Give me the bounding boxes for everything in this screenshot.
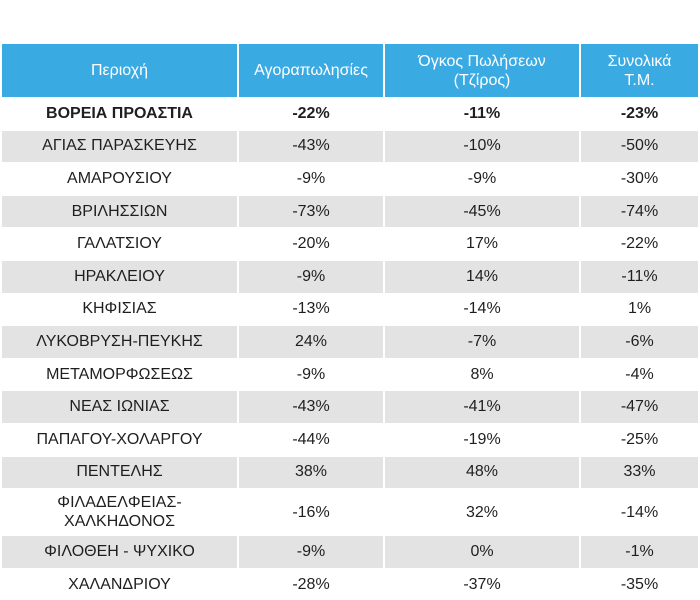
sales-cell: -9% bbox=[238, 536, 384, 569]
sales-cell: -28% bbox=[238, 568, 384, 600]
turnover-cell: -9% bbox=[384, 163, 580, 196]
total-sqm-cell: -25% bbox=[580, 423, 698, 456]
turnover-cell: -45% bbox=[384, 195, 580, 228]
total-sqm-cell: 1% bbox=[580, 293, 698, 326]
region-cell: ΗΡΑΚΛΕΙΟΥ bbox=[2, 260, 238, 293]
header-turnover: Όγκος Πωλήσεων (Τζίρος) bbox=[384, 44, 580, 98]
turnover-cell: -7% bbox=[384, 326, 580, 359]
table-header: Περιοχή Αγοραπωλησίες Όγκος Πωλήσεων (Τζ… bbox=[2, 44, 698, 98]
header-region: Περιοχή bbox=[2, 44, 238, 98]
total-sqm-cell: -4% bbox=[580, 358, 698, 391]
table-row: ΜΕΤΑΜΟΡΦΩΣΕΩΣ-9%8%-4% bbox=[2, 358, 698, 391]
total-sqm-cell: -14% bbox=[580, 489, 698, 536]
turnover-cell: 14% bbox=[384, 260, 580, 293]
region-cell: ΦΙΛΑΔΕΛΦΕΙΑΣ- ΧΑΛΚΗΔΟΝΟΣ bbox=[2, 489, 238, 536]
sales-cell: -9% bbox=[238, 358, 384, 391]
turnover-cell: 8% bbox=[384, 358, 580, 391]
sales-cell: -16% bbox=[238, 489, 384, 536]
sales-cell: -73% bbox=[238, 195, 384, 228]
total-sqm-cell: 33% bbox=[580, 456, 698, 489]
header-sales: Αγοραπωλησίες bbox=[238, 44, 384, 98]
total-sqm-cell: -11% bbox=[580, 260, 698, 293]
region-cell: ΓΑΛΑΤΣΙΟΥ bbox=[2, 228, 238, 261]
sales-cell: -13% bbox=[238, 293, 384, 326]
sales-cell: 24% bbox=[238, 326, 384, 359]
turnover-cell: 32% bbox=[384, 489, 580, 536]
region-cell: ΠΑΠΑΓΟΥ-ΧΟΛΑΡΓΟΥ bbox=[2, 423, 238, 456]
total-sqm-cell: -47% bbox=[580, 391, 698, 424]
total-sqm-cell: -30% bbox=[580, 163, 698, 196]
region-cell: ΝΕΑΣ ΙΩΝΙΑΣ bbox=[2, 391, 238, 424]
turnover-cell: -14% bbox=[384, 293, 580, 326]
region-cell: ΑΓΙΑΣ ΠΑΡΑΣΚΕΥΗΣ bbox=[2, 130, 238, 163]
table-row: ΚΗΦΙΣΙΑΣ-13%-14%1% bbox=[2, 293, 698, 326]
table-row: ΑΓΙΑΣ ΠΑΡΑΣΚΕΥΗΣ-43%-10%-50% bbox=[2, 130, 698, 163]
region-cell: ΠΕΝΤΕΛΗΣ bbox=[2, 456, 238, 489]
table-row: ΧΑΛΑΝΔΡΙΟΥ-28%-37%-35% bbox=[2, 568, 698, 600]
turnover-cell: 0% bbox=[384, 536, 580, 569]
sales-change-table: Περιοχή Αγοραπωλησίες Όγκος Πωλήσεων (Τζ… bbox=[2, 44, 698, 600]
turnover-cell: 48% bbox=[384, 456, 580, 489]
region-cell: ΦΙΛΟΘΕΗ - ΨΥΧΙΚΟ bbox=[2, 536, 238, 569]
turnover-cell: -41% bbox=[384, 391, 580, 424]
header-total-sqm: Συνολικά Τ.Μ. bbox=[580, 44, 698, 98]
table-body: ΒΟΡΕΙΑ ΠΡΟΑΣΤΙΑ-22%-11%-23%ΑΓΙΑΣ ΠΑΡΑΣΚΕ… bbox=[2, 98, 698, 600]
table-row: ΦΙΛΑΔΕΛΦΕΙΑΣ- ΧΑΛΚΗΔΟΝΟΣ-16%32%-14% bbox=[2, 489, 698, 536]
sales-cell: -43% bbox=[238, 391, 384, 424]
table-row: ΒΟΡΕΙΑ ΠΡΟΑΣΤΙΑ-22%-11%-23% bbox=[2, 98, 698, 131]
total-sqm-cell: -1% bbox=[580, 536, 698, 569]
sales-cell: -20% bbox=[238, 228, 384, 261]
header-row: Περιοχή Αγοραπωλησίες Όγκος Πωλήσεων (Τζ… bbox=[2, 44, 698, 98]
turnover-cell: -37% bbox=[384, 568, 580, 600]
sales-cell: 38% bbox=[238, 456, 384, 489]
turnover-cell: 17% bbox=[384, 228, 580, 261]
region-cell: ΧΑΛΑΝΔΡΙΟΥ bbox=[2, 568, 238, 600]
region-cell: ΜΕΤΑΜΟΡΦΩΣΕΩΣ bbox=[2, 358, 238, 391]
turnover-cell: -19% bbox=[384, 423, 580, 456]
table-row: ΝΕΑΣ ΙΩΝΙΑΣ-43%-41%-47% bbox=[2, 391, 698, 424]
region-cell: ΒΟΡΕΙΑ ΠΡΟΑΣΤΙΑ bbox=[2, 98, 238, 131]
table-row: ΓΑΛΑΤΣΙΟΥ-20%17%-22% bbox=[2, 228, 698, 261]
sales-cell: -9% bbox=[238, 260, 384, 293]
total-sqm-cell: -23% bbox=[580, 98, 698, 131]
total-sqm-cell: -6% bbox=[580, 326, 698, 359]
table-row: ΗΡΑΚΛΕΙΟΥ-9%14%-11% bbox=[2, 260, 698, 293]
sales-cell: -44% bbox=[238, 423, 384, 456]
sales-cell: -9% bbox=[238, 163, 384, 196]
region-cell: ΛΥΚΟΒΡΥΣΗ-ΠΕΥΚΗΣ bbox=[2, 326, 238, 359]
sales-cell: -22% bbox=[238, 98, 384, 131]
turnover-cell: -11% bbox=[384, 98, 580, 131]
table-row: ΠΑΠΑΓΟΥ-ΧΟΛΑΡΓΟΥ-44%-19%-25% bbox=[2, 423, 698, 456]
table-row: ΑΜΑΡΟΥΣΙΟΥ-9%-9%-30% bbox=[2, 163, 698, 196]
table-row: ΒΡΙΛΗΣΣΙΩΝ-73%-45%-74% bbox=[2, 195, 698, 228]
sales-change-table-container: Περιοχή Αγοραπωλησίες Όγκος Πωλήσεων (Τζ… bbox=[2, 44, 698, 600]
sales-cell: -43% bbox=[238, 130, 384, 163]
turnover-cell: -10% bbox=[384, 130, 580, 163]
total-sqm-cell: -74% bbox=[580, 195, 698, 228]
region-cell: ΚΗΦΙΣΙΑΣ bbox=[2, 293, 238, 326]
total-sqm-cell: -22% bbox=[580, 228, 698, 261]
region-cell: ΒΡΙΛΗΣΣΙΩΝ bbox=[2, 195, 238, 228]
total-sqm-cell: -50% bbox=[580, 130, 698, 163]
total-sqm-cell: -35% bbox=[580, 568, 698, 600]
table-row: ΦΙΛΟΘΕΗ - ΨΥΧΙΚΟ-9%0%-1% bbox=[2, 536, 698, 569]
region-cell: ΑΜΑΡΟΥΣΙΟΥ bbox=[2, 163, 238, 196]
